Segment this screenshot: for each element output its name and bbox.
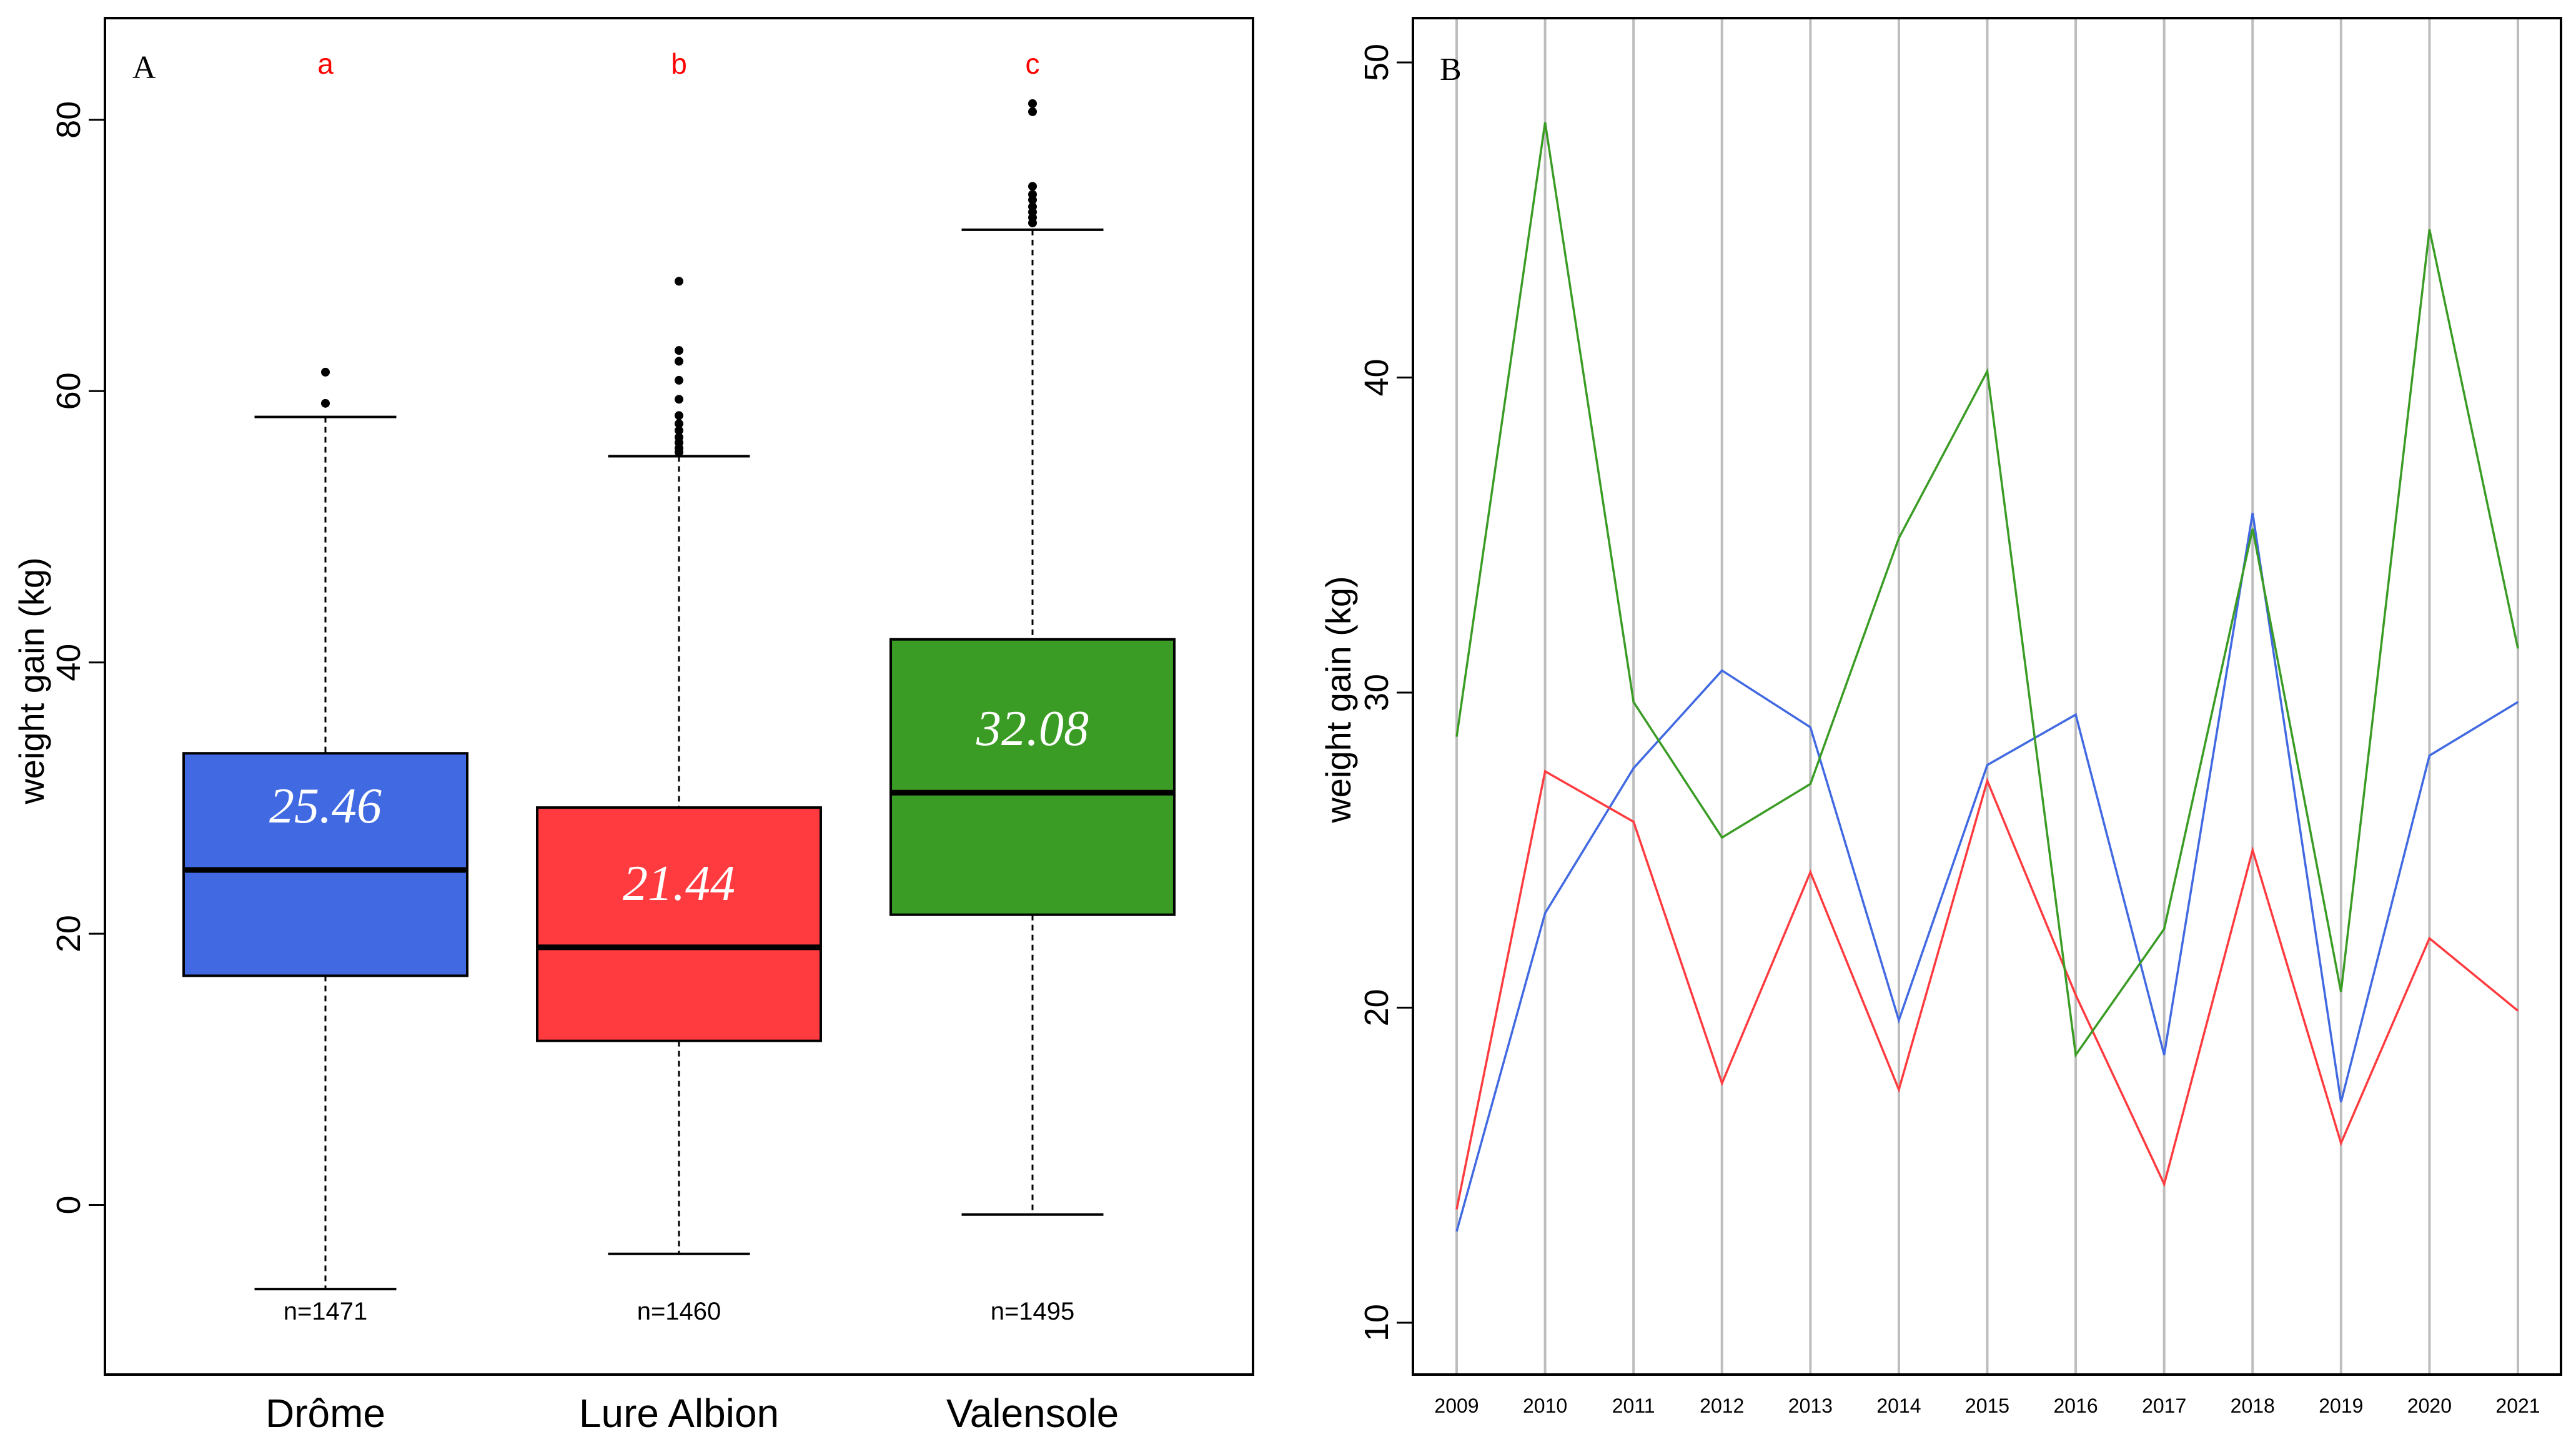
outlier-point [675, 357, 683, 366]
mean-value-label: 21.44 [623, 856, 735, 911]
panel-b-y-tick-label: 20 [1358, 989, 1395, 1026]
mean-value-label: 32.08 [976, 701, 1089, 756]
x-tick-label: 2012 [1700, 1395, 1744, 1417]
x-tick-label: 2020 [2407, 1395, 2452, 1417]
outlier-point [675, 433, 683, 442]
x-tick-label: 2016 [2053, 1395, 2098, 1417]
panel-a-y-tick-label: 80 [50, 101, 87, 139]
iqr-box [889, 638, 1176, 916]
boxplot-dr-me: 25.46 a n=1471 [182, 47, 468, 1325]
outlier-point [1028, 99, 1037, 108]
x-tick-label: 2010 [1523, 1395, 1567, 1417]
outlier-point [675, 419, 683, 428]
x-tick-label: 2018 [2231, 1395, 2275, 1417]
x-tick-label: 2009 [1434, 1395, 1479, 1417]
outlier-point [1028, 182, 1037, 191]
panel-b-y-axis: 10 20 30 40 50 [1358, 44, 1414, 1341]
panel-a-y-tick-label: 40 [50, 644, 87, 681]
x-tick-label: 2021 [2495, 1395, 2540, 1417]
x-tick-label: 2014 [1876, 1395, 1921, 1417]
mean-value-label: 25.46 [269, 779, 382, 834]
significance-letter: c [1026, 47, 1040, 80]
panel-a-label: A [132, 50, 156, 86]
panel-a-y-axis-title: weight gain (kg) [12, 557, 51, 804]
panel-b-label: B [1440, 52, 1462, 87]
series-line-lure-albion [1455, 769, 2519, 1210]
boxplot-valensole: 32.08 c n=1495 [889, 47, 1176, 1325]
series-line-valensole [1455, 122, 2519, 1058]
x-tick-label: 2017 [2142, 1395, 2186, 1417]
outlier-point [321, 398, 330, 408]
panel-b-y-tick-label: 30 [1358, 674, 1395, 711]
boxplot-lure-albion: 21.44 b n=1460 [536, 47, 822, 1325]
iqr-box [182, 752, 468, 977]
outlier-point [321, 367, 330, 377]
outlier-point [675, 395, 683, 404]
panel-a-boxes: 25.46 a n=1471 21.44 b n=1460 32.08 c n=1495 [182, 47, 1176, 1325]
x-category-label: Drôme [265, 1391, 385, 1436]
significance-letter: a [317, 47, 334, 80]
x-tick-label: 2011 [1612, 1395, 1655, 1417]
outlier-point [1028, 107, 1037, 116]
x-tick-label: 2019 [2319, 1395, 2363, 1417]
sample-size-label: n=1460 [637, 1298, 721, 1325]
panel-b-y-axis-title: weight gain (kg) [1319, 576, 1358, 823]
significance-letter: b [671, 47, 687, 80]
sample-size-label: n=1495 [991, 1298, 1075, 1325]
panel-a-y-tick-label: 60 [50, 372, 87, 410]
sample-size-label: n=1471 [284, 1298, 368, 1325]
series-line-dr-me [1455, 513, 2519, 1232]
outlier-point [675, 375, 683, 385]
panel-b-x-axis: 2009 2010 2011 2012 2013 2014 2015 2016 2017 2018… [1434, 1395, 2540, 1417]
x-category-label: Valensole [946, 1391, 1119, 1436]
panel-b-series [1455, 122, 2519, 1232]
x-tick-label: 2013 [1788, 1395, 1833, 1417]
panel-a-y-tick-label: 0 [50, 1195, 87, 1214]
outlier-point [675, 426, 683, 435]
outlier-point [675, 411, 683, 420]
x-category-label: Lure Albion [579, 1391, 779, 1436]
panel-a-boxplot: A 0 20 40 60 80 weight gain (kg) 25.46 a n=147… [12, 17, 1254, 1436]
iqr-box [536, 806, 822, 1042]
panel-a-y-axis: 0 20 40 60 80 [50, 101, 106, 1215]
panel-b-grid [1455, 18, 2519, 1375]
panel-a-y-tick-label: 20 [50, 915, 87, 952]
outlier-point [675, 346, 683, 355]
x-tick-label: 2015 [1965, 1395, 2009, 1417]
panel-b-y-tick-label: 10 [1358, 1304, 1395, 1341]
outlier-point [675, 277, 683, 286]
panel-b-y-tick-label: 50 [1358, 44, 1395, 81]
panel-b-y-tick-label: 40 [1358, 358, 1395, 396]
panel-a-x-axis: Drôme Lure Albion Valensole [265, 1391, 1119, 1436]
outlier-point [1028, 202, 1037, 211]
outlier-point [1028, 190, 1037, 199]
